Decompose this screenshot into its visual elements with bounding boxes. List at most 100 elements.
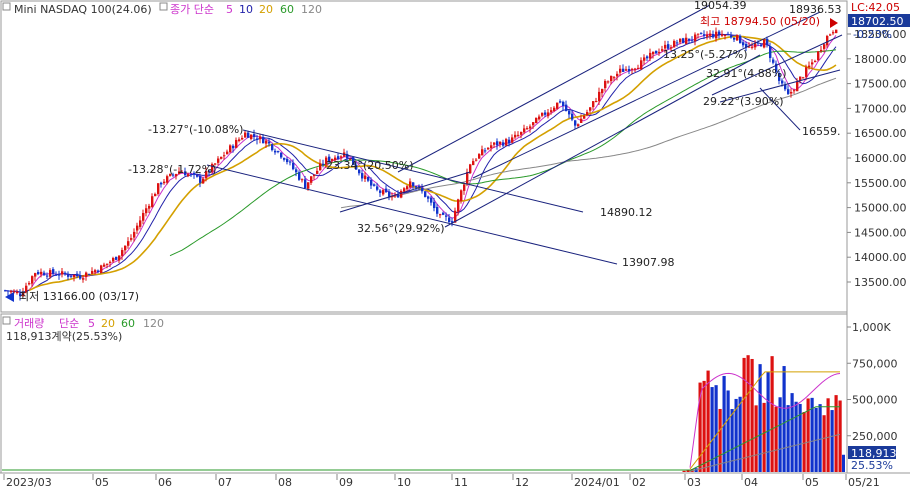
price-y-tick-label: 13500.00 [854,276,907,289]
price-y-tick-label: 14000.00 [854,251,907,264]
candle-body [736,34,739,41]
candle-body [532,122,535,126]
candle-body [220,156,223,159]
candle-body [310,176,313,183]
candle-body [607,81,610,83]
candle-body [511,137,514,143]
candle-body [292,162,295,170]
volume-bar [798,403,802,472]
candle-body [304,179,307,189]
candle-body [64,272,67,275]
candle-body [727,34,730,36]
candle-body [166,176,169,183]
candle-body [778,73,781,81]
volume-ma5-line [689,372,841,468]
candle-body [238,139,241,141]
candle-body [787,89,790,94]
volume-bar [802,411,806,472]
ma10-line [4,33,837,293]
candle-body [58,274,61,276]
candle-body [283,157,286,160]
candle-body [595,100,598,102]
candle-body [358,169,361,174]
candle-body [829,34,832,36]
candle-body [715,31,718,39]
current-volume-pct-label: 25.53% [851,459,893,472]
candle-body [469,164,472,174]
candle-body [763,39,766,48]
candle-body [664,44,667,49]
price-y-tick-label: 15500.00 [854,177,907,190]
candle-body [193,172,196,175]
price-y-tick-label: 18000.00 [854,53,907,66]
volume-bar [790,393,794,472]
candle-body [529,126,532,129]
candle-body [745,43,748,48]
candle-body [475,159,478,161]
candle-body [517,134,520,136]
instrument-label: Mini NASDAQ 100(24.06) [14,3,152,16]
candle-body [592,101,595,108]
candle-body [583,115,586,119]
volume-ma120-line [689,433,841,472]
annotation-chan-a-mid: -13.28°(-1.72%) [128,163,216,176]
x-tick-label: 2023/03 [6,476,52,489]
candle-body [88,273,91,275]
candle-body [508,139,511,144]
candle-body [826,36,829,46]
candle-body [118,255,121,261]
candle-body [739,35,742,44]
candle-body [748,46,751,48]
candle-body [628,69,631,72]
candle-body [367,176,370,181]
candle-body [418,186,421,188]
candle-body [265,140,268,144]
price-ma-20: 20 [259,3,273,16]
candle-body [445,215,448,217]
candle-body [262,136,265,144]
candle-body [514,134,517,138]
candle-body [601,89,604,94]
candle-body [775,63,778,72]
volume-ma-60: 60 [121,317,135,330]
volume-bar [686,469,690,472]
price-ma-10: 10 [239,3,253,16]
candle-body [250,134,253,139]
candle-body [244,132,247,138]
volume-y-tick-label: 1,000K [852,321,891,334]
candle-body [22,292,25,297]
candle-body [349,158,352,160]
ma120-line [340,77,837,209]
x-tick-label: 02 [632,476,646,489]
volume-y-tick-label: 750,000 [852,357,898,370]
x-tick-label: 04 [744,476,758,489]
candle-body [697,33,700,35]
volume-bar [822,415,826,472]
candle-body [73,274,76,277]
candle-body [361,173,364,179]
candle-body [331,158,334,161]
price-y-tick-label: 17500.00 [854,78,907,91]
volume-bar [742,357,746,472]
candle-body [682,38,685,44]
candle-body [541,112,544,116]
candle-body [451,221,454,223]
ma60-line [169,49,837,257]
volume-bar [754,405,758,472]
candle-body [670,47,673,49]
candle-body [520,131,523,135]
x-tick-label: 05 [95,476,109,489]
candle-body [181,172,184,174]
candle-body [28,283,31,285]
current-price-box [848,14,910,27]
candle-body [31,276,34,284]
trend-channel-line [397,4,711,173]
candle-body [580,118,583,124]
candle-body [409,181,412,188]
candle-body [598,91,601,102]
annotation-chan-c-upper: 32.91°(4.88%) [706,67,787,80]
candle-body [76,273,79,277]
candle-body [337,156,340,160]
trend-channel-line [206,164,618,265]
